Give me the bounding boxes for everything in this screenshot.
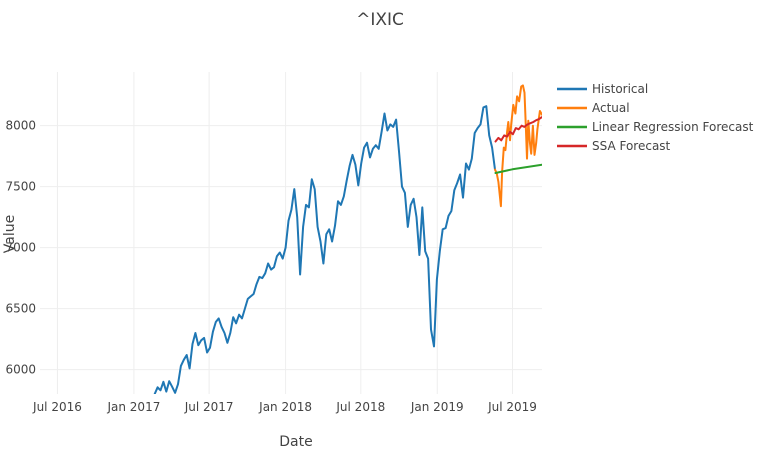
y-tick-label: 7000 [5,241,36,255]
grid [40,72,542,394]
legend-label: Historical [592,82,648,96]
legend-item[interactable]: Historical [557,82,648,96]
x-tick-label: Jan 2018 [258,400,312,414]
series-line-actual [494,84,542,208]
legend-label: Actual [592,101,630,115]
legend-item[interactable]: SSA Forecast [557,139,671,153]
legend-label: Linear Regression Forecast [592,120,754,134]
series-line-ssa-forecast [494,116,542,143]
series-line-linear-regression-forecast [494,163,542,174]
series-line-historical [153,105,496,394]
axis-ticks: Jul 2016 Jan 2017 Jul 2017 Jan 2018 Jul 2018… [5,119,536,414]
y-tick-label: 8000 [5,119,36,133]
x-tick-label: Jul 2018 [335,400,385,414]
legend-item[interactable]: Linear Regression Forecast [557,120,754,134]
x-axis-title: Date [279,434,312,450]
legend-label: SSA Forecast [592,139,671,153]
legend: Historical Actual Linear Regression Foreca… [557,82,754,153]
x-tick-label: Jan 2019 [410,400,464,414]
y-tick-label: 6000 [5,363,36,377]
y-axis-title: Value [2,215,18,253]
x-tick-label: Jan 2017 [106,400,160,414]
x-tick-label: Jul 2017 [184,400,234,414]
x-tick-label: Jul 2019 [487,400,537,414]
plot-area [153,84,542,394]
x-tick-label: Jul 2016 [32,400,82,414]
legend-item[interactable]: Actual [557,101,630,115]
y-tick-label: 6500 [5,302,36,316]
chart-title: ^IXIC [356,10,404,30]
y-tick-label: 7500 [5,180,36,194]
